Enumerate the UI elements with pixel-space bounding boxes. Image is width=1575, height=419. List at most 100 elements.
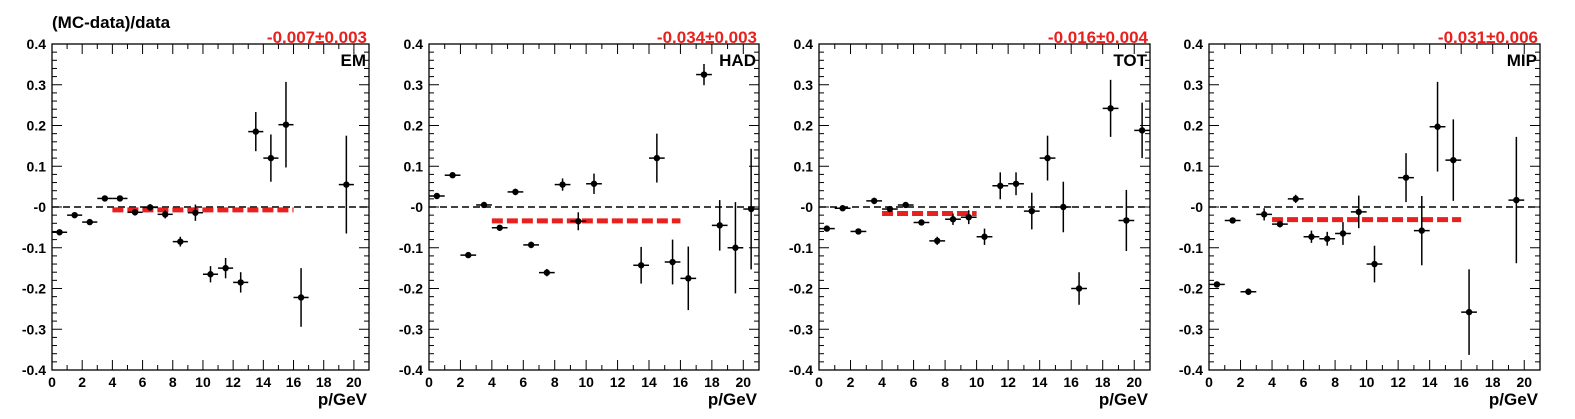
y-tick-label: -0.4 <box>789 362 813 378</box>
y-tick-label: 0.1 <box>1184 158 1204 174</box>
y-tick-label: -0.3 <box>22 321 46 337</box>
data-point <box>716 222 723 229</box>
x-tick-label: 12 <box>1000 374 1016 390</box>
y-tick-label: -0.3 <box>1179 321 1203 337</box>
data-point <box>669 258 676 266</box>
data-point <box>934 237 941 245</box>
x-tick-label: 10 <box>195 374 211 390</box>
fit-value-text: -0.007±0.003 <box>267 28 367 47</box>
data-point <box>870 197 878 205</box>
data-point <box>86 218 93 226</box>
x-tick-label: 14 <box>641 374 657 390</box>
chart-panel-mip: -0.4 -0.3 -0.2 -0.1 -0 0.1 0.2 0.3 0.4 0 2 4 6 8 10 12 1… <box>1179 28 1541 409</box>
data-point <box>732 244 739 251</box>
data-point <box>559 181 566 188</box>
data-point <box>146 204 154 211</box>
x-tick-label: 20 <box>735 374 751 390</box>
x-tick-label: 0 <box>425 374 433 390</box>
panel-label: TOT <box>1113 51 1147 70</box>
y-tick-label: -0.1 <box>399 240 423 256</box>
data-point <box>207 271 214 278</box>
x-tick-label: 6 <box>1300 374 1308 390</box>
data-point <box>1355 208 1362 216</box>
x-tick-label: 4 <box>1268 374 1276 390</box>
data-point <box>56 229 63 236</box>
y-tick-label: 0.2 <box>1184 118 1204 134</box>
data-point <box>575 218 582 225</box>
x-tick-label: 20 <box>1126 374 1142 390</box>
x-tick-label: 10 <box>578 374 594 390</box>
x-tick-label: 6 <box>910 374 918 390</box>
data-point <box>1044 154 1051 162</box>
y-tick-label: 0.4 <box>1184 36 1204 52</box>
x-tick-label: 20 <box>1516 374 1532 390</box>
y-tick-label: 0.3 <box>1184 77 1204 93</box>
data-point <box>1123 217 1130 224</box>
data-point <box>1075 285 1083 292</box>
x-tick-label: 10 <box>1359 374 1375 390</box>
data-point <box>1371 260 1378 268</box>
x-tick-label: 2 <box>1237 374 1245 390</box>
x-tick-label: 2 <box>457 374 465 390</box>
data-point <box>116 195 124 202</box>
x-tick-label: 16 <box>286 374 302 390</box>
y-tick-label: -0.2 <box>1179 281 1203 297</box>
data-point <box>918 219 925 226</box>
data-point <box>1513 196 1520 204</box>
x-tick-label: 12 <box>1390 374 1406 390</box>
y-tick-label: 0.2 <box>794 118 814 134</box>
data-point <box>1418 227 1425 234</box>
x-tick-label: 8 <box>169 374 177 390</box>
y-tick-label: -0 <box>411 199 424 215</box>
data-point <box>465 251 472 259</box>
data-point <box>590 180 598 187</box>
y-tick-label: -0 <box>801 199 814 215</box>
data-point <box>449 172 456 179</box>
x-tick-label: 4 <box>488 374 496 390</box>
x-tick-label: 2 <box>78 374 86 390</box>
data-point <box>1402 174 1410 181</box>
x-tick-label: 20 <box>346 374 362 390</box>
data-point <box>1260 211 1268 218</box>
data-point <box>747 205 755 213</box>
x-tick-label: 8 <box>941 374 949 390</box>
x-tick-label: 8 <box>551 374 559 390</box>
data-point <box>512 188 519 196</box>
panel-label: HAD <box>719 51 756 70</box>
y-tick-label: -0.1 <box>22 240 46 256</box>
data-point <box>685 275 692 282</box>
data-point <box>222 264 229 272</box>
data-point <box>1324 235 1331 242</box>
y-tick-label: 0.1 <box>404 158 424 174</box>
y-tick-label: -0.4 <box>399 362 423 378</box>
y-tick-label: -0.4 <box>1179 362 1203 378</box>
data-point <box>1465 308 1473 316</box>
x-tick-label: 6 <box>139 374 147 390</box>
data-point <box>965 213 972 221</box>
y-tick-label: -0.2 <box>22 281 46 297</box>
y-tick-label: -0.3 <box>789 321 813 337</box>
y-tick-label: 0.3 <box>404 77 424 93</box>
y-tick-label: 0.4 <box>794 36 814 52</box>
data-point <box>433 192 441 200</box>
y-tick-label: 0.1 <box>27 158 47 174</box>
data-point <box>543 269 551 276</box>
data-point <box>480 201 488 209</box>
x-tick-label: 8 <box>1331 374 1339 390</box>
data-point <box>1012 180 1020 187</box>
x-tick-label: 0 <box>48 374 56 390</box>
y-tick-label: 0.2 <box>27 118 47 134</box>
data-point <box>237 279 244 286</box>
figure-ytitle: (MC-data)/data <box>52 13 171 32</box>
x-tick-label: 10 <box>969 374 985 390</box>
x-tick-label: 12 <box>225 374 241 390</box>
data-point <box>1060 203 1067 211</box>
x-tick-label: 6 <box>519 374 527 390</box>
x-tick-label: 16 <box>673 374 689 390</box>
x-tick-label: 4 <box>878 374 886 390</box>
data-point <box>162 211 169 218</box>
data-point <box>496 224 503 231</box>
x-axis-label: p/GeV <box>318 390 368 409</box>
data-point <box>1107 105 1114 112</box>
panel-label: MIP <box>1507 51 1537 70</box>
